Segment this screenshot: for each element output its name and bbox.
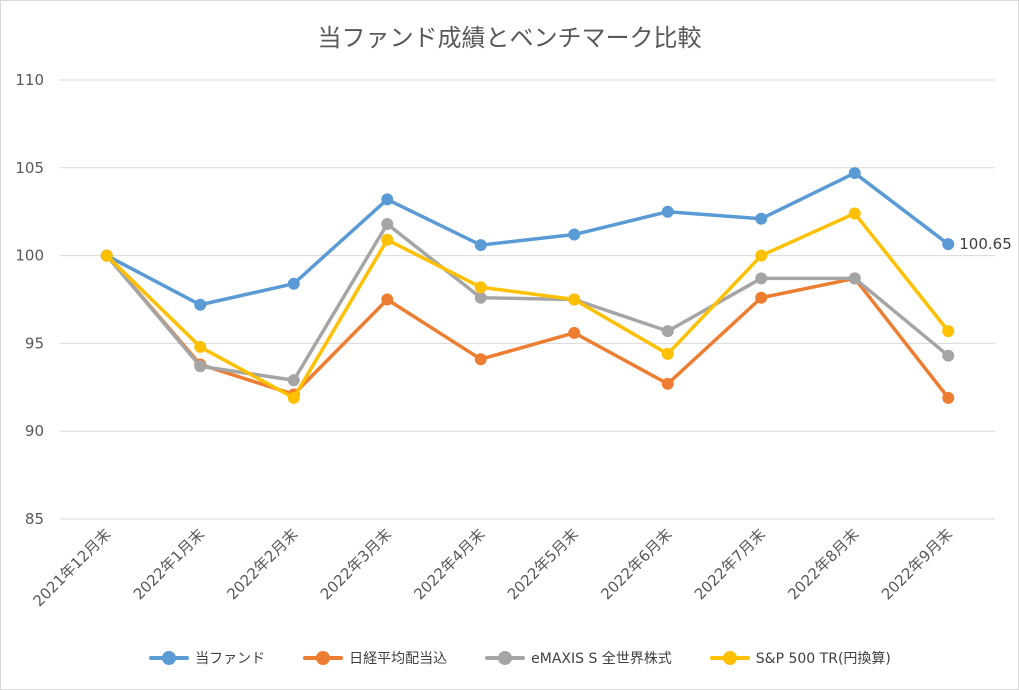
- x-tick-label: 2022年6月末: [597, 525, 675, 603]
- data-point-3-8: [848, 207, 861, 220]
- data-point-1-9: [942, 391, 955, 404]
- data-point-1-5: [568, 326, 581, 339]
- data-point-0-5: [568, 228, 581, 241]
- y-tick-label: 90: [25, 422, 44, 440]
- data-point-3-3: [381, 233, 394, 246]
- data-point-1-7: [755, 291, 768, 304]
- data-point-2-7: [755, 272, 768, 285]
- x-tick-label: 2022年3月末: [317, 525, 395, 603]
- data-point-2-1: [194, 360, 207, 373]
- legend-label: 当ファンド: [195, 651, 266, 667]
- legend-item-2: eMAXIS S 全世界株式: [485, 648, 672, 668]
- series-line-0: [105, 171, 950, 307]
- series-line-1: [105, 253, 950, 400]
- x-tick-label: 2021年12月末: [30, 525, 115, 610]
- legend-label: eMAXIS S 全世界株式: [531, 651, 672, 667]
- x-tick-label: 2022年1月末: [130, 525, 208, 603]
- x-tick-label: 2022年4月末: [410, 525, 488, 603]
- chart-title: 当ファンド成績とベンチマーク比較: [317, 24, 702, 52]
- data-point-0-8: [848, 167, 861, 180]
- data-point-3-5: [568, 293, 581, 306]
- data-point-2-3: [381, 217, 394, 230]
- legend-swatch: [485, 651, 526, 665]
- data-point-3-0: [100, 249, 113, 262]
- legend-swatch: [709, 651, 750, 665]
- data-point-3-4: [474, 281, 487, 294]
- legend-label: S&P 500 TR(円換算): [755, 651, 891, 667]
- data-label: 100.65: [959, 235, 1012, 253]
- data-point-3-2: [287, 391, 300, 404]
- data-point-1-3: [381, 293, 394, 306]
- x-tick-label: 2022年5月末: [504, 525, 582, 603]
- data-point-0-6: [661, 205, 674, 218]
- chart-legend: 当ファンド 日経平均配当込 eMAXIS S 全世界株式 S&P 500 TR(円換算…: [100, 646, 940, 670]
- x-tick-label: 2022年9月末: [878, 525, 956, 603]
- series-line-3: [105, 211, 950, 400]
- y-tick-label: 100: [15, 247, 44, 265]
- legend-swatch: [303, 651, 344, 665]
- legend-item-3: S&P 500 TR(円換算): [709, 648, 891, 668]
- data-point-0-1: [194, 298, 207, 311]
- x-tick-label: 2022年8月末: [784, 525, 862, 603]
- data-point-2-4: [474, 291, 487, 304]
- data-point-2-9: [942, 349, 955, 362]
- data-point-0-7: [755, 212, 768, 225]
- data-point-0-3: [381, 193, 394, 206]
- y-tick-label: 85: [25, 510, 44, 528]
- y-tick-label: 105: [15, 159, 44, 177]
- series-line-2: [105, 222, 950, 383]
- legend-item-1: 日経平均配当込: [303, 648, 447, 668]
- data-point-2-6: [661, 325, 674, 338]
- x-tick-label: 2022年2月末: [223, 525, 301, 603]
- data-point-0-4: [474, 239, 487, 252]
- legend-swatch: [149, 651, 190, 665]
- data-point-3-1: [194, 340, 207, 353]
- y-tick-label: 95: [25, 334, 44, 352]
- y-tick-label: 110: [15, 71, 44, 89]
- data-point-2-2: [287, 374, 300, 387]
- data-point-0-2: [287, 277, 300, 290]
- data-point-1-6: [661, 377, 674, 390]
- data-point-3-6: [661, 347, 674, 360]
- data-point-2-8: [848, 272, 861, 285]
- data-point-1-4: [474, 353, 487, 366]
- legend-item-0: 当ファンド: [149, 648, 265, 668]
- data-point-3-9: [942, 325, 955, 338]
- data-point-3-7: [755, 249, 768, 262]
- legend-label: 日経平均配当込: [349, 651, 448, 667]
- x-tick-label: 2022年7月末: [691, 525, 769, 603]
- data-point-0-9: [942, 238, 955, 251]
